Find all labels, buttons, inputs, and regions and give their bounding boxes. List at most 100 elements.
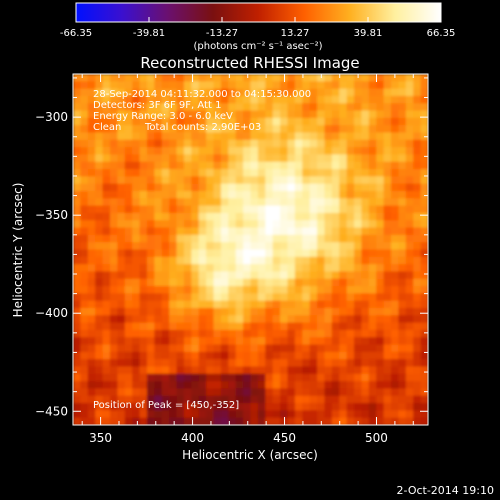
heatmap-cell: [280, 366, 289, 375]
heatmap-cell: [139, 132, 148, 141]
heatmap-cell: [154, 88, 163, 97]
heatmap-cell: [154, 81, 163, 90]
heatmap-cell: [420, 198, 428, 207]
heatmap-cell: [383, 417, 392, 425]
heatmap-cell: [265, 337, 274, 346]
heatmap-cell: [346, 359, 355, 368]
heatmap-cell: [109, 329, 118, 338]
heatmap-cell: [354, 359, 363, 368]
heatmap-cell: [294, 169, 303, 177]
heatmap-cell: [309, 139, 318, 148]
heatmap-cell: [161, 205, 170, 214]
heatmap-cell: [361, 161, 370, 170]
heatmap-cell: [73, 351, 81, 360]
heatmap-cell: [228, 88, 237, 97]
heatmap-cell: [139, 373, 148, 382]
heatmap-cell: [183, 344, 192, 353]
heatmap-cell: [146, 410, 155, 419]
heatmap-cell: [391, 103, 400, 112]
heatmap-cell: [139, 176, 148, 185]
heatmap-cell: [109, 249, 118, 258]
heatmap-cell: [398, 315, 407, 324]
heatmap-cell: [280, 337, 289, 346]
heatmap-cell: [176, 81, 185, 90]
heatmap-cell: [368, 220, 377, 229]
heatmap-cell: [368, 308, 377, 316]
heatmap-cell: [287, 359, 296, 368]
heatmap-cell: [309, 220, 318, 229]
heatmap-cell: [324, 139, 333, 148]
heatmap-cell: [139, 110, 148, 119]
heatmap-cell: [302, 395, 311, 404]
colorbar-tick-label: -39.81: [133, 28, 165, 39]
heatmap-cell: [383, 337, 392, 346]
heatmap-cell: [161, 264, 170, 273]
heatmap-cell: [213, 103, 222, 112]
heatmap-cell: [361, 139, 370, 148]
heatmap-cell: [95, 308, 104, 316]
heatmap-cell: [146, 366, 155, 375]
heatmap-cell: [146, 139, 155, 148]
heatmap-cell: [161, 315, 170, 324]
heatmap-cell: [235, 220, 244, 229]
heatmap-cell: [265, 154, 274, 163]
heatmap-cell: [324, 88, 333, 97]
heatmap-cell: [176, 103, 185, 112]
heatmap-cell: [317, 81, 326, 90]
heatmap-cell: [302, 249, 311, 258]
heatmap-cell: [331, 227, 340, 236]
heatmap-cell: [354, 125, 363, 134]
heatmap-cell: [391, 271, 400, 280]
heatmap-cell: [294, 373, 303, 382]
heatmap-cell: [132, 395, 141, 404]
heatmap-cell: [132, 95, 141, 104]
heatmap-cell: [405, 388, 414, 397]
heatmap-cell: [324, 337, 333, 346]
heatmap-cell: [87, 417, 96, 425]
heatmap-cell: [80, 139, 89, 148]
heatmap-cell: [272, 74, 281, 82]
heatmap-cell: [317, 161, 326, 170]
heatmap-cell: [383, 308, 392, 316]
heatmap-cell: [250, 95, 259, 104]
heatmap-cell: [265, 300, 274, 309]
heatmap-cell: [391, 337, 400, 346]
heatmap-cell: [132, 351, 141, 360]
heatmap-cell: [154, 117, 163, 126]
heatmap-cell: [109, 403, 118, 411]
heatmap-cell: [324, 95, 333, 104]
heatmap-cell: [109, 410, 118, 419]
heatmap-cell: [117, 125, 126, 134]
heatmap-cell: [206, 95, 215, 104]
heatmap-cell: [302, 154, 311, 163]
heatmap-cell: [250, 220, 259, 229]
heatmap-cell: [220, 242, 229, 251]
heatmap-cell: [294, 117, 303, 126]
heatmap-cell: [161, 183, 170, 192]
heatmap-cell: [257, 161, 266, 170]
heatmap-cell: [280, 132, 289, 141]
heatmap-cell: [87, 176, 96, 185]
heatmap-cell: [420, 110, 428, 119]
heatmap-cell: [213, 183, 222, 192]
heatmap-cell: [228, 227, 237, 236]
heatmap-cell: [169, 103, 178, 112]
heatmap-cell: [132, 176, 141, 185]
heatmap-cell: [213, 74, 222, 82]
heatmap-cell: [109, 359, 118, 368]
heatmap-cell: [154, 308, 163, 316]
heatmap-cell: [183, 308, 192, 316]
heatmap-cell: [346, 161, 355, 170]
heatmap-cell: [405, 256, 414, 265]
heatmap-cell: [265, 308, 274, 316]
heatmap-cell: [139, 205, 148, 214]
heatmap-cell: [265, 286, 274, 294]
heatmap-cell: [331, 220, 340, 229]
heatmap-cell: [339, 381, 348, 390]
heatmap-cell: [257, 381, 266, 390]
heatmap-cell: [220, 337, 229, 346]
heatmap-cell: [183, 132, 192, 141]
heatmap-cell: [294, 191, 303, 199]
heatmap-cell: [294, 205, 303, 214]
heatmap-cell: [191, 381, 200, 390]
